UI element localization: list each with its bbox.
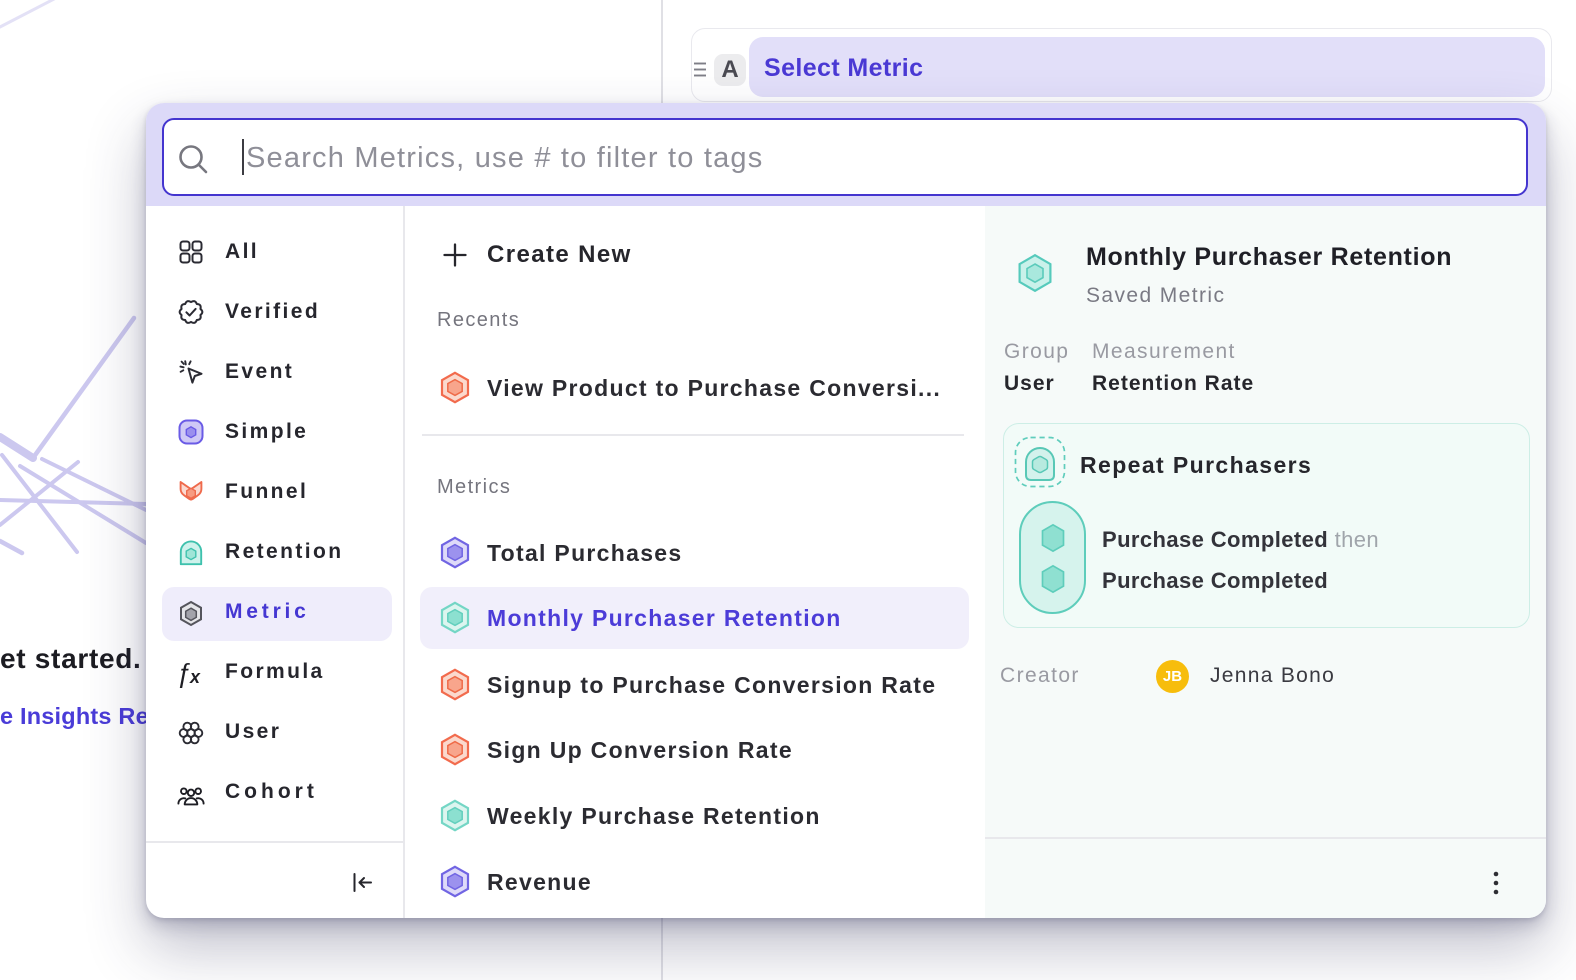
svg-text:x: x xyxy=(189,667,201,687)
svg-text:ƒ: ƒ xyxy=(176,660,191,688)
